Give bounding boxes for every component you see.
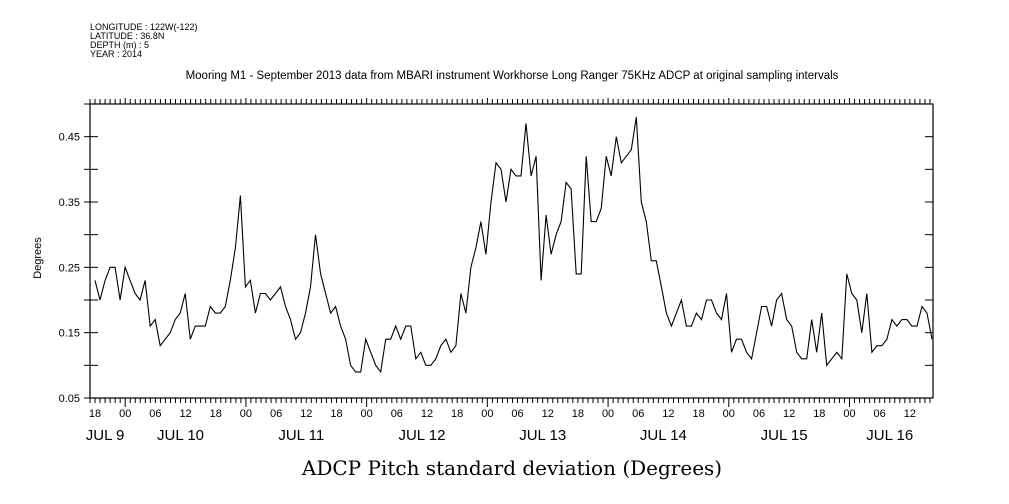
header-depth: DEPTH (m) : 5	[90, 40, 149, 50]
x-tick-label: 00	[602, 408, 614, 420]
x-tick-label: 00	[361, 408, 373, 420]
y-tick-label: 0.45	[59, 132, 80, 144]
x-day-label: JUL 13	[519, 427, 566, 444]
tick-labels: 18 00 06 12 18 00 06 12 18 00 06 12 18 00 06 12 18 00 06 12…	[59, 132, 916, 444]
x-tick-label: 18	[692, 408, 704, 420]
location-header: LONGITUDE : 122W(-122) LATITUDE : 36.8N …	[90, 22, 198, 59]
x-day-label: JUL 9	[86, 427, 125, 444]
plot-frame	[89, 103, 934, 399]
x-axis-label: ADCP Pitch standard deviation (Degrees)	[301, 456, 722, 480]
x-tick-label: 06	[149, 408, 161, 420]
header-longitude: LONGITUDE : 122W(-122)	[90, 22, 198, 32]
y-tick-label: 0.15	[59, 328, 80, 340]
x-tick-label: 06	[874, 408, 886, 420]
x-day-label: JUL 14	[640, 427, 687, 444]
x-tick-label: 12	[783, 408, 795, 420]
x-tick-label: 18	[330, 408, 342, 420]
x-tick-label: 12	[300, 408, 312, 420]
x-tick-label: 12	[904, 408, 916, 420]
data-points	[95, 117, 932, 372]
x-tick-label: 00	[481, 408, 493, 420]
x-tick-label: 00	[843, 408, 855, 420]
chart-title: Mooring M1 - September 2013 data from MB…	[186, 70, 839, 82]
x-tick-label: 12	[179, 408, 191, 420]
x-tick-label: 06	[391, 408, 403, 420]
x-tick-label: 18	[210, 408, 222, 420]
x-tick-label: 18	[813, 408, 825, 420]
x-tick-label: 00	[723, 408, 735, 420]
y-axis-label: Degrees	[32, 237, 44, 279]
x-tick-label: 18	[572, 408, 584, 420]
x-tick-label: 00	[240, 408, 252, 420]
x-day-label: JUL 10	[157, 427, 204, 444]
x-tick-label: 06	[753, 408, 765, 420]
x-day-label: JUL 12	[398, 427, 445, 444]
axes	[84, 98, 933, 407]
x-tick-label: 06	[270, 408, 282, 420]
x-tick-label: 06	[511, 408, 523, 420]
x-day-label: JUL 16	[866, 427, 913, 444]
x-day-label: JUL 11	[278, 427, 324, 444]
x-tick-label: 18	[89, 408, 101, 420]
y-tick-label: 0.25	[59, 262, 80, 274]
x-tick-label: 06	[632, 408, 644, 420]
header-year: YEAR : 2014	[90, 49, 142, 59]
y-tick-label: 0.35	[59, 197, 80, 209]
header-latitude: LATITUDE : 36.8N	[90, 31, 164, 41]
x-tick-label: 12	[662, 408, 674, 420]
x-tick-label: 18	[451, 408, 463, 420]
x-tick-label: 12	[542, 408, 554, 420]
x-tick-label: 12	[421, 408, 433, 420]
y-tick-label: 0.05	[59, 393, 80, 405]
data-line	[94, 117, 933, 374]
x-day-label: JUL 15	[761, 427, 808, 444]
x-tick-label: 00	[119, 408, 131, 420]
